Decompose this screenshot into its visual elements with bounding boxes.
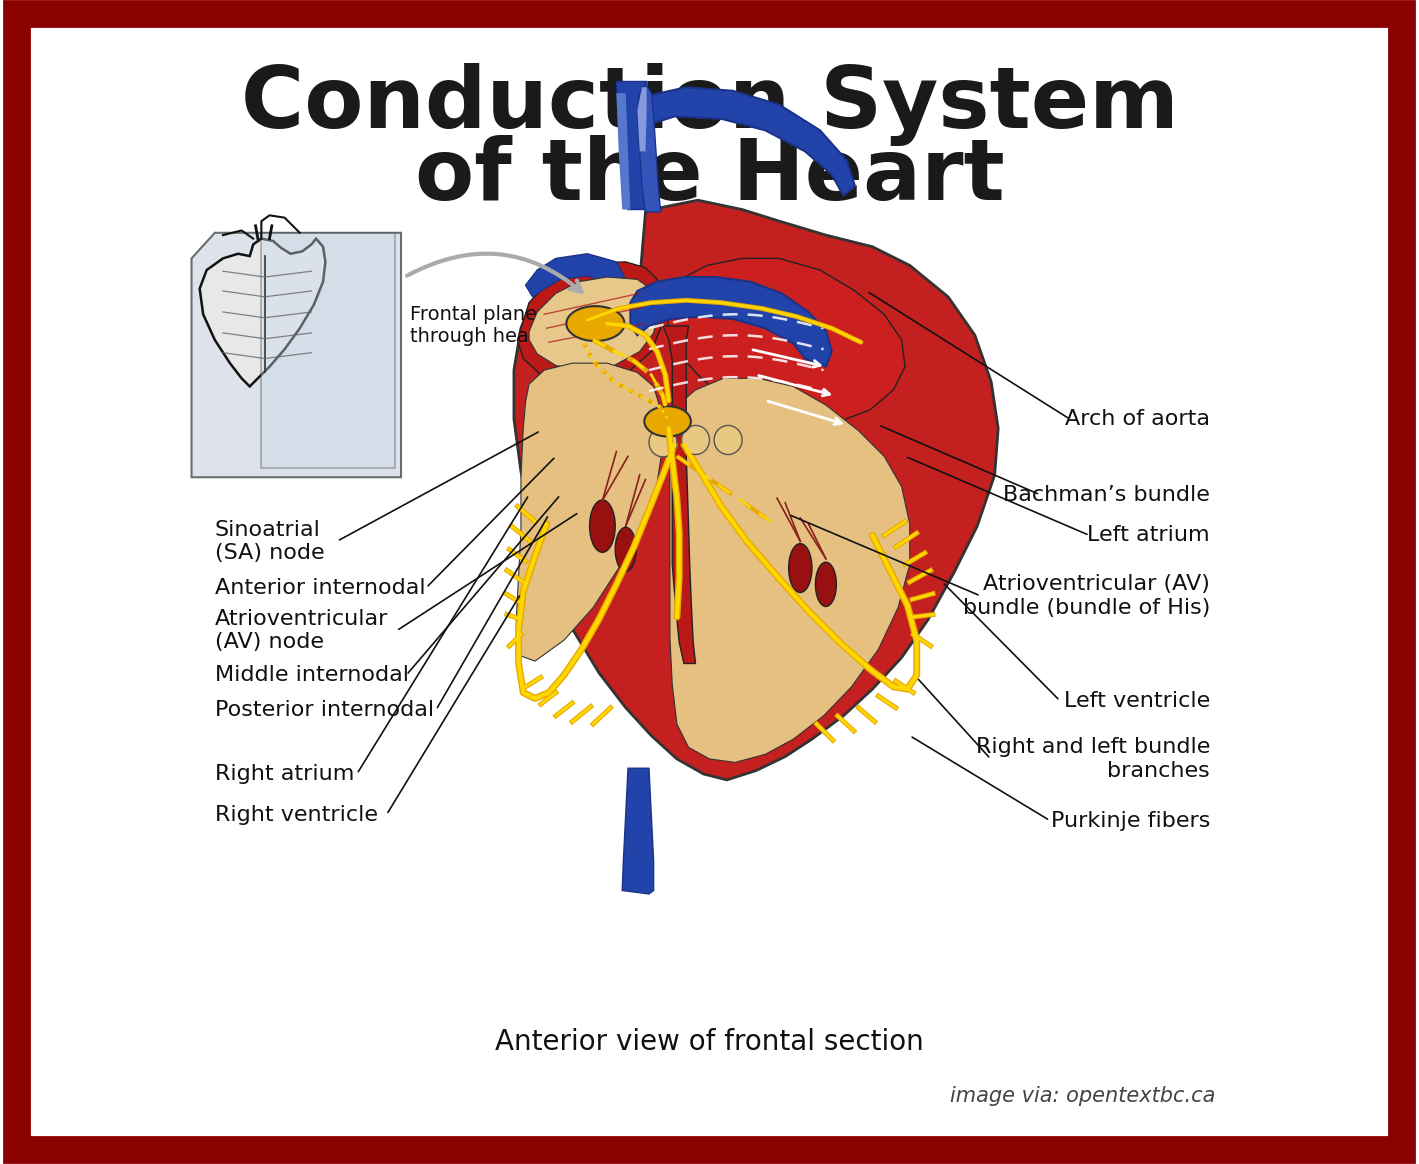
Polygon shape bbox=[616, 81, 654, 210]
Ellipse shape bbox=[681, 426, 710, 454]
Text: of the Heart: of the Heart bbox=[414, 135, 1005, 219]
Text: Right ventricle: Right ventricle bbox=[214, 804, 377, 825]
Polygon shape bbox=[663, 326, 695, 663]
Ellipse shape bbox=[566, 306, 624, 341]
Ellipse shape bbox=[648, 428, 677, 456]
Text: Right atrium: Right atrium bbox=[214, 764, 355, 785]
Text: Purkinje fibers: Purkinje fibers bbox=[1050, 810, 1210, 831]
Polygon shape bbox=[525, 254, 629, 303]
Text: Atrioventricular (AV)
bundle (bundle of His): Atrioventricular (AV) bundle (bundle of … bbox=[962, 574, 1210, 618]
Text: Atrioventricular
(AV) node: Atrioventricular (AV) node bbox=[214, 609, 389, 653]
Polygon shape bbox=[666, 258, 905, 425]
Text: Frontal plane
through heart: Frontal plane through heart bbox=[410, 305, 545, 347]
Polygon shape bbox=[517, 363, 663, 661]
Ellipse shape bbox=[590, 499, 616, 553]
Polygon shape bbox=[644, 87, 856, 196]
Ellipse shape bbox=[789, 544, 812, 592]
Ellipse shape bbox=[714, 426, 742, 454]
Text: Left atrium: Left atrium bbox=[1087, 525, 1210, 546]
Text: Anterior internodal: Anterior internodal bbox=[214, 577, 426, 598]
Polygon shape bbox=[670, 378, 910, 762]
Text: image via: opentextbc.ca: image via: opentextbc.ca bbox=[951, 1086, 1216, 1107]
Polygon shape bbox=[514, 200, 998, 780]
Polygon shape bbox=[622, 768, 654, 894]
Text: Right and left bundle
branches: Right and left bundle branches bbox=[976, 737, 1210, 781]
Text: Posterior internodal: Posterior internodal bbox=[214, 700, 434, 721]
Text: Sinoatrial
(SA) node: Sinoatrial (SA) node bbox=[214, 519, 325, 563]
Text: Middle internodal: Middle internodal bbox=[214, 665, 409, 686]
Polygon shape bbox=[637, 84, 661, 212]
Text: Arch of aorta: Arch of aorta bbox=[1066, 409, 1210, 430]
Ellipse shape bbox=[616, 527, 636, 572]
Ellipse shape bbox=[644, 406, 691, 436]
Text: Left ventricle: Left ventricle bbox=[1064, 690, 1210, 711]
Polygon shape bbox=[529, 277, 658, 370]
Polygon shape bbox=[637, 87, 647, 151]
Text: Bachman’s bundle: Bachman’s bundle bbox=[1003, 484, 1210, 505]
Polygon shape bbox=[200, 239, 325, 386]
Text: Conduction System: Conduction System bbox=[241, 63, 1178, 147]
Ellipse shape bbox=[816, 562, 836, 606]
Polygon shape bbox=[518, 262, 663, 384]
Polygon shape bbox=[261, 233, 396, 468]
Polygon shape bbox=[192, 233, 402, 477]
Polygon shape bbox=[616, 93, 630, 210]
Text: Anterior view of frontal section: Anterior view of frontal section bbox=[495, 1028, 924, 1056]
Polygon shape bbox=[630, 277, 832, 367]
